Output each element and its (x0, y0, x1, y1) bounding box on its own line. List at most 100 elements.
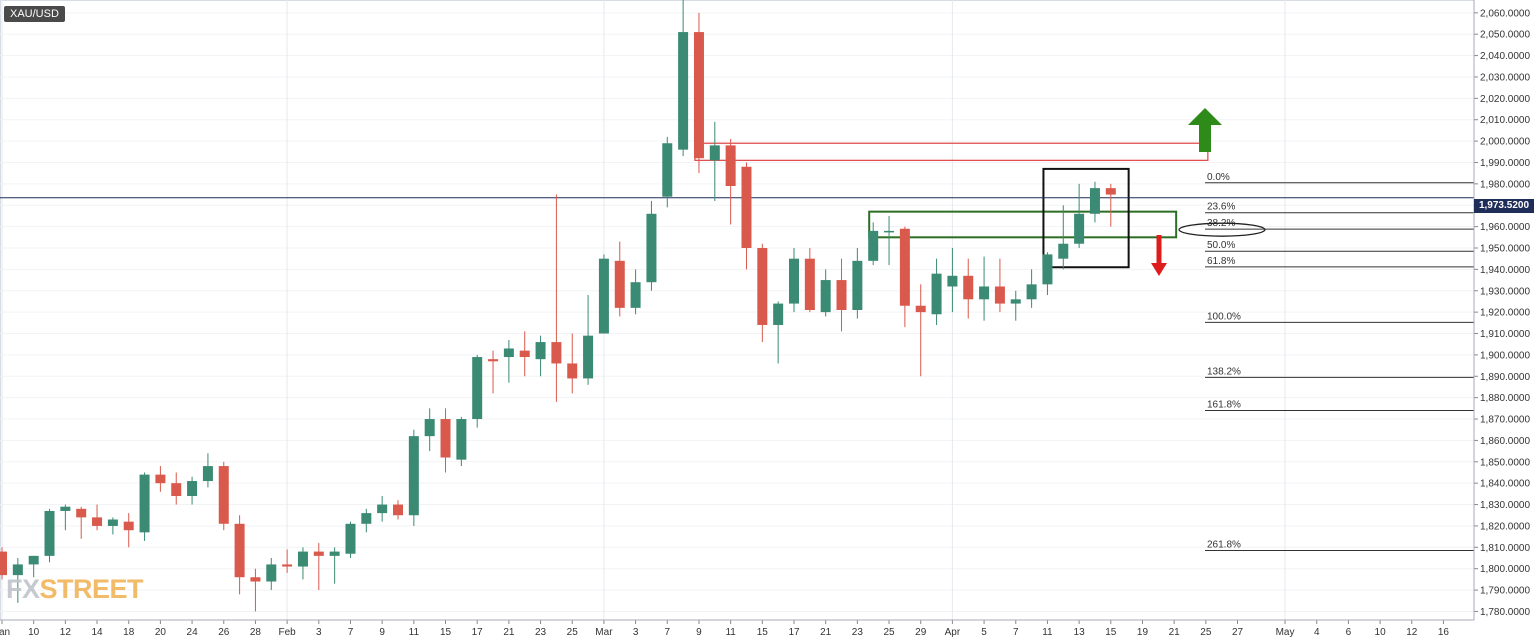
y-tick-label: 1,790.0000 (1480, 586, 1530, 597)
candle-body (947, 275, 958, 287)
symbol-label[interactable]: XAU/USD (4, 6, 65, 22)
candle-body (868, 230, 879, 261)
x-tick-label: 3 (316, 627, 322, 638)
y-tick-label: 1,780.0000 (1480, 607, 1530, 618)
candle-body (519, 350, 530, 358)
x-tick-label: 9 (696, 627, 702, 638)
candle-body (1026, 284, 1037, 300)
x-tick-label: 24 (187, 627, 199, 638)
x-tick-label: Mar (595, 627, 613, 638)
plot-border (0, 0, 1475, 621)
candle-body (250, 577, 261, 582)
y-tick-label: 1,950.0000 (1480, 244, 1530, 255)
x-tick-label: Feb (279, 627, 297, 638)
candle-body (171, 483, 182, 496)
x-tick-label: 7 (664, 627, 670, 638)
fib-label: 23.6% (1207, 202, 1235, 213)
candle-body (757, 248, 768, 325)
candle-body (963, 275, 974, 300)
y-tick-label: 1,840.0000 (1480, 479, 1530, 490)
x-tick-label: 20 (155, 627, 167, 638)
candle-body (393, 504, 403, 516)
candle-body (202, 466, 213, 482)
candle-body (503, 348, 514, 358)
price-axis[interactable]: 2,060.0000 2,050.0000 2,040.0000 2,030.0000… (1473, 0, 1530, 620)
y-tick-label: 1,960.0000 (1480, 222, 1530, 233)
x-tick-label: 15 (757, 627, 769, 638)
x-tick-label: 16 (1438, 627, 1450, 638)
x-tick-label: 10 (1375, 627, 1387, 638)
candle-body (884, 230, 895, 233)
candle-body (297, 551, 308, 567)
candle-body (1010, 299, 1021, 304)
y-tick-label: 2,050.0000 (1480, 30, 1530, 41)
candle-body (139, 474, 150, 533)
y-tick-label: 1,930.0000 (1480, 286, 1530, 297)
y-tick-label: 1,980.0000 (1480, 179, 1530, 190)
candle-body (789, 258, 799, 304)
candle-body (361, 513, 372, 524)
candle-body (646, 213, 657, 283)
x-tick-label: May (1276, 627, 1295, 638)
x-tick-label: 7 (1013, 627, 1019, 638)
x-tick-label: 15 (440, 627, 452, 638)
candle-body (709, 145, 720, 161)
x-tick-label: 5 (981, 627, 987, 638)
x-tick-label: 21 (503, 627, 515, 638)
x-tick-label: 29 (915, 627, 927, 638)
candle-body (377, 504, 388, 514)
x-tick-label: Jan (0, 627, 10, 638)
x-tick-label: Apr (945, 627, 961, 638)
y-tick-label: 1,830.0000 (1480, 500, 1530, 511)
fib-label: 61.8% (1207, 256, 1235, 267)
fxstreet-watermark: FXSTREET (6, 574, 144, 605)
x-tick-label: 12 (1406, 627, 1418, 638)
zone-resistance (694, 142, 1209, 161)
candle-body (1058, 243, 1069, 259)
candle-body (76, 508, 87, 518)
candle-body (234, 523, 245, 578)
y-tick-label: 1,920.0000 (1480, 308, 1530, 319)
x-tick-label: 14 (91, 627, 103, 638)
y-tick-label: 2,060.0000 (1480, 8, 1530, 19)
fib-label: 138.2% (1207, 366, 1241, 377)
y-tick-label: 1,940.0000 (1480, 265, 1530, 276)
grid-lines (0, 0, 1475, 621)
candle-body (567, 363, 578, 379)
y-tick-label: 1,890.0000 (1480, 372, 1530, 383)
fibonacci-levels: 0.0%23.6%38.2%50.0%61.8%100.0%138.2%161.… (1178, 172, 1474, 552)
candle-body (408, 436, 419, 516)
y-tick-label: 1,800.0000 (1480, 564, 1530, 575)
y-tick-label: 1,870.0000 (1480, 415, 1530, 426)
down-arrow-shaft (1156, 235, 1162, 264)
candle-body (630, 282, 641, 308)
x-tick-label: 4 (1314, 627, 1320, 638)
x-tick-label: 23 (852, 627, 864, 638)
fib-highlight-ellipse (1178, 222, 1266, 237)
candle-body (282, 564, 293, 567)
time-axis[interactable]: Jan 10 12 14 18 20 24 26 28 Feb 3 7 9 11 15 17 21 23 25 Mar… (0, 619, 1474, 638)
x-tick-label: 27 (1232, 627, 1244, 638)
candle-body (1089, 188, 1100, 214)
candle-body (598, 258, 609, 334)
y-tick-label: 2,040.0000 (1480, 51, 1530, 62)
candlestick-series (0, 0, 1116, 612)
y-tick-label: 1,820.0000 (1480, 521, 1530, 532)
candle-body (1105, 188, 1116, 195)
candle-body (662, 143, 673, 197)
fib-label: 161.8% (1207, 399, 1241, 410)
x-tick-label: 25 (1200, 627, 1212, 638)
y-tick-label: 1,810.0000 (1480, 543, 1530, 554)
x-tick-label: 10 (28, 627, 40, 638)
candle-body (614, 260, 625, 308)
candle-body (329, 551, 340, 556)
candle-body (44, 510, 55, 556)
candle-body (551, 342, 562, 364)
x-tick-label: 6 (1346, 627, 1352, 638)
fib-label: 100.0% (1207, 311, 1241, 322)
candle-body (725, 145, 736, 186)
current-price-tag: 1,973.5200 (1474, 199, 1534, 213)
candle-body (456, 419, 467, 460)
x-tick-label: 13 (1074, 627, 1086, 638)
